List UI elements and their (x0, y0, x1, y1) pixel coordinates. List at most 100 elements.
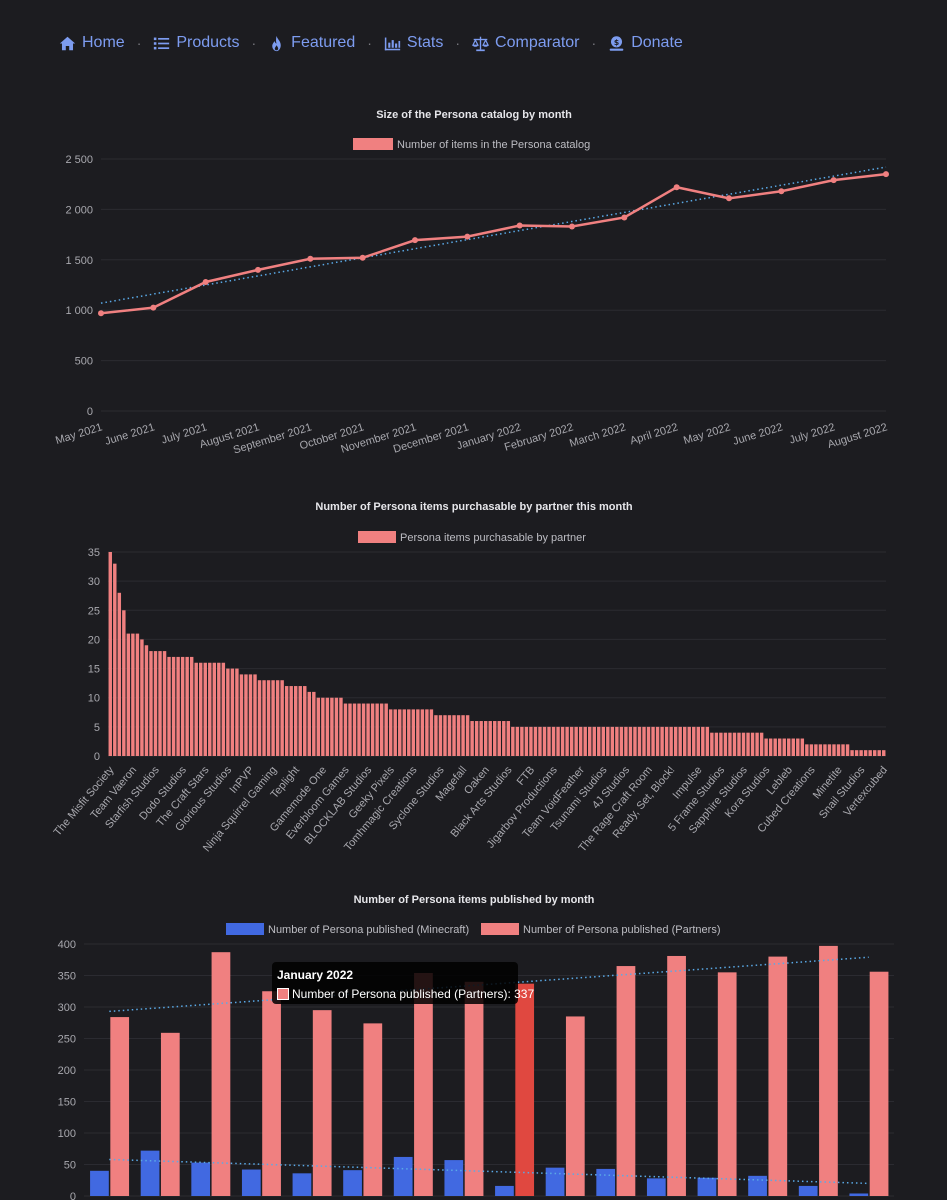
y-tick-label: 5 (94, 722, 100, 734)
bar-minecraft (798, 1185, 818, 1196)
y-tick-label: 100 (58, 1128, 76, 1140)
bar (474, 721, 479, 756)
bar (357, 703, 361, 756)
bar (153, 651, 158, 756)
nav-separator: · (455, 35, 461, 51)
legend-label: Persona items purchasable by partner (400, 532, 586, 544)
bar-chart-icon (384, 37, 401, 50)
bar (280, 680, 284, 756)
bar-minecraft (444, 1160, 464, 1196)
bar-minecraft (697, 1177, 717, 1196)
list-icon (154, 37, 170, 49)
bar (298, 686, 302, 756)
legend-swatch (358, 531, 396, 543)
bar (701, 726, 705, 756)
x-tick-label: May 2021 (54, 421, 104, 447)
bar (352, 703, 357, 756)
scale-icon (472, 36, 490, 51)
bar (126, 633, 131, 756)
top-nav: Home · Products · Featured · Stats · Com… (59, 30, 683, 56)
bar (176, 656, 180, 756)
bar (275, 680, 280, 756)
y-tick-label: 350 (58, 971, 76, 983)
bar (307, 691, 312, 756)
bar (212, 662, 217, 756)
bar (325, 697, 330, 756)
bar (759, 732, 764, 756)
nav-separator: · (367, 35, 372, 51)
bar (262, 680, 266, 756)
bar (149, 651, 153, 756)
bar (461, 715, 465, 756)
bar (660, 726, 664, 756)
bar (850, 750, 854, 756)
x-tick-label: March 2022 (568, 421, 627, 449)
bar (506, 721, 511, 756)
nav-comparator[interactable]: Comparator (472, 34, 580, 52)
bar-minecraft (241, 1169, 261, 1196)
y-tick-label: 2 000 (65, 204, 93, 216)
bar (113, 563, 117, 756)
bar (239, 674, 244, 756)
bar (836, 744, 841, 756)
data-point (726, 195, 732, 202)
bar (366, 703, 370, 756)
nav-products[interactable]: Products (153, 34, 240, 52)
bar (882, 750, 886, 756)
bar (601, 726, 606, 756)
y-tick-label: 50 (64, 1160, 76, 1172)
bar (669, 726, 673, 756)
bar (592, 726, 596, 756)
nav-home-label: Home (82, 34, 125, 51)
bar (777, 738, 782, 756)
data-point (778, 188, 785, 195)
bar (746, 732, 750, 756)
trend-line (100, 166, 887, 304)
bar (524, 726, 529, 756)
nav-featured[interactable]: Featured (268, 34, 355, 52)
bar (556, 726, 560, 756)
bar (646, 726, 651, 756)
bar-minecraft (646, 1178, 666, 1196)
bar (108, 552, 112, 756)
nav-comparator-label: Comparator (495, 34, 580, 51)
bar-partners (160, 1032, 180, 1196)
bar (248, 674, 253, 756)
nav-stats[interactable]: Stats (384, 34, 443, 52)
data-point (412, 237, 418, 244)
bar-minecraft (191, 1162, 211, 1196)
bar (348, 703, 352, 756)
bar (393, 709, 397, 756)
bar (217, 662, 221, 756)
data-point (202, 278, 209, 285)
bar (370, 703, 375, 756)
bar (768, 738, 773, 756)
bar (583, 726, 587, 756)
y-tick-label: 500 (75, 356, 93, 368)
bar (750, 732, 755, 756)
x-tick-label: June 2021 (104, 421, 157, 448)
bar (289, 686, 293, 756)
tooltip-title: January 2022 (277, 968, 354, 982)
bar (533, 726, 538, 756)
y-tick-label: 1 500 (65, 255, 93, 267)
y-tick-label: 300 (58, 1002, 76, 1014)
bar (321, 697, 325, 756)
bar (723, 732, 728, 756)
nav-donate[interactable]: $ Donate (608, 34, 683, 52)
nav-products-label: Products (176, 34, 240, 51)
bar (411, 709, 416, 756)
data-point (621, 214, 628, 221)
bar (741, 732, 746, 756)
bar (588, 726, 592, 756)
bar (167, 656, 171, 756)
x-tick-label: May 2022 (682, 421, 732, 447)
bar (542, 726, 547, 756)
y-tick-label: 400 (58, 939, 76, 951)
nav-home[interactable]: Home (59, 34, 125, 52)
bar (388, 709, 393, 756)
bar (823, 744, 827, 756)
bar (330, 697, 334, 756)
chart-tooltip: January 2022 Number of Persona published… (272, 962, 534, 1004)
bar (682, 726, 687, 756)
